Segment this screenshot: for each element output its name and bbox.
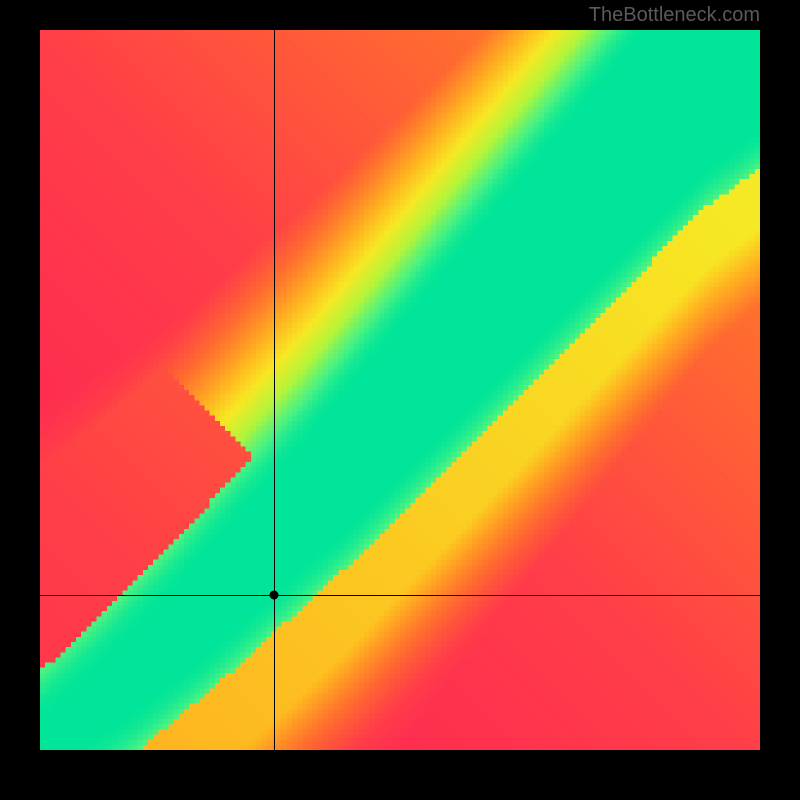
crosshair-horizontal	[40, 595, 760, 596]
crosshair-vertical	[274, 30, 275, 750]
heatmap-plot	[40, 30, 760, 750]
watermark-text: TheBottleneck.com	[589, 4, 760, 27]
crosshair-marker	[270, 591, 279, 600]
heatmap-canvas	[40, 30, 760, 750]
